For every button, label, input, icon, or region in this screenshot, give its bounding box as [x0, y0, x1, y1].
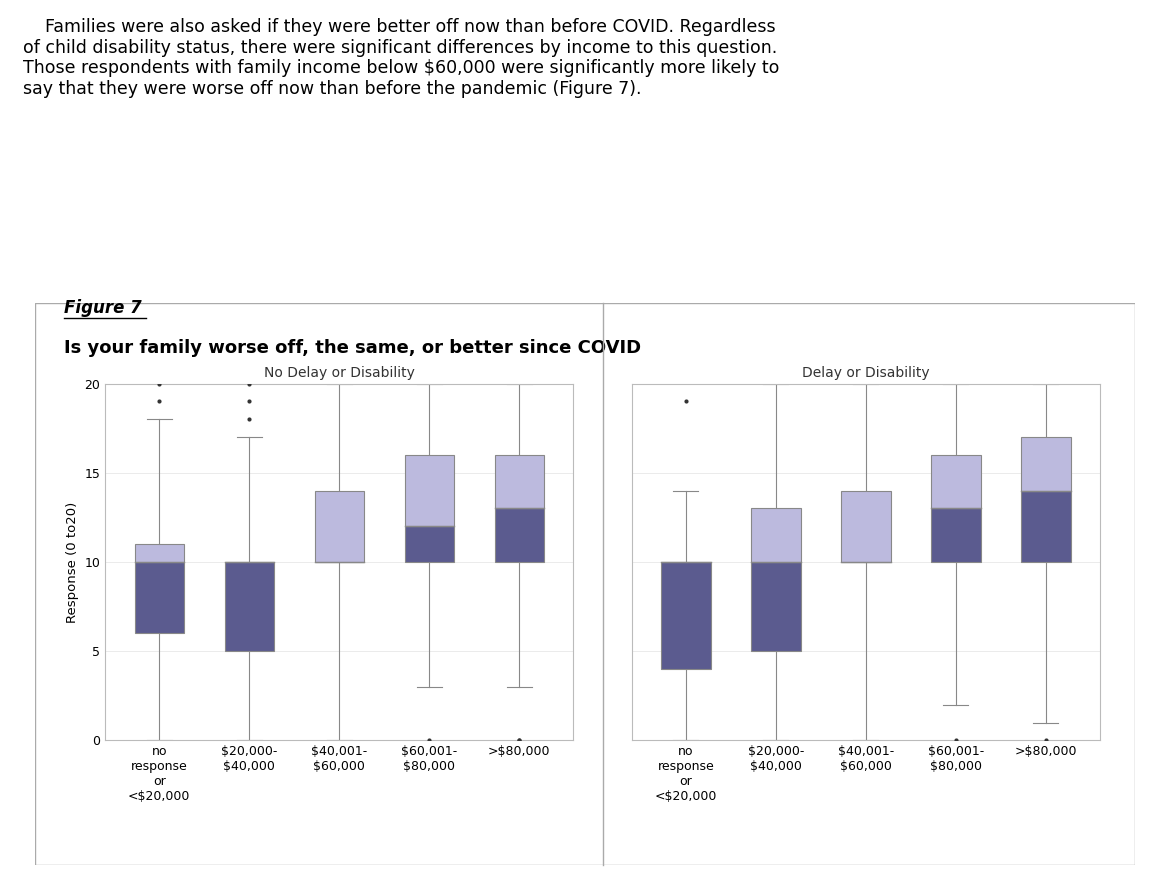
Bar — [495, 455, 544, 508]
Bar — [495, 508, 544, 562]
Bar — [1021, 491, 1071, 562]
Bar — [405, 455, 454, 526]
Title: No Delay or Disability: No Delay or Disability — [264, 366, 414, 380]
Text: Figure 7: Figure 7 — [64, 299, 142, 317]
Bar — [841, 491, 890, 562]
Bar — [405, 526, 454, 562]
Text: Families were also asked if they were better off now than before COVID. Regardle: Families were also asked if they were be… — [23, 18, 779, 98]
Title: Delay or Disability: Delay or Disability — [801, 366, 930, 380]
Bar — [931, 508, 980, 562]
Bar — [135, 562, 184, 633]
Bar — [1021, 437, 1071, 491]
Bar — [135, 544, 184, 562]
Y-axis label: Response (0 to20): Response (0 to20) — [66, 501, 80, 623]
Bar — [661, 562, 710, 669]
Bar — [225, 562, 274, 651]
Text: Is your family worse off, the same, or better since COVID: Is your family worse off, the same, or b… — [64, 339, 641, 357]
Bar — [315, 491, 364, 562]
Bar — [751, 562, 800, 651]
Bar — [931, 455, 980, 508]
Bar — [751, 508, 800, 562]
